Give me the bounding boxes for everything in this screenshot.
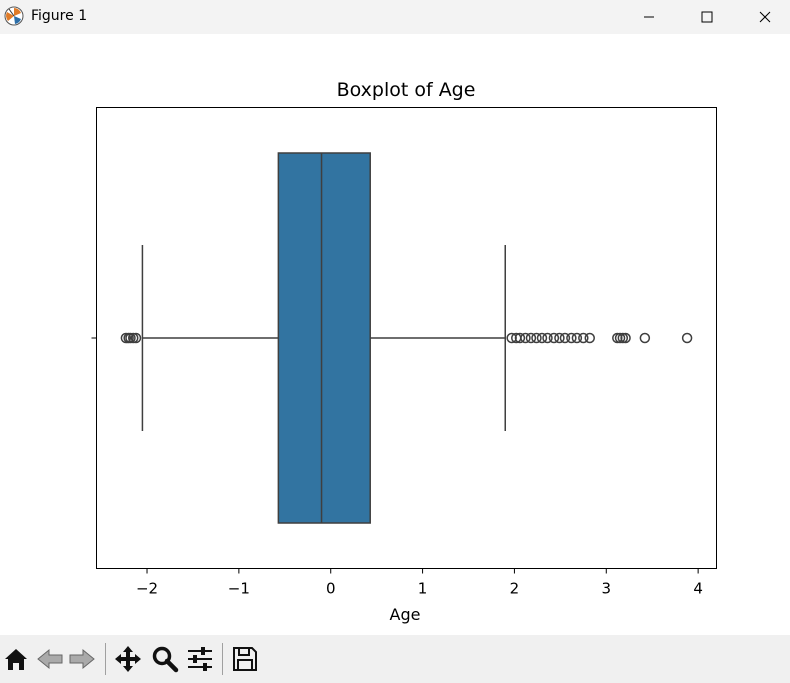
minimize-button[interactable]	[620, 0, 678, 34]
pan-button[interactable]	[114, 645, 142, 673]
iqr-box	[277, 152, 371, 524]
outlier-point	[125, 332, 136, 344]
magnifier-icon	[152, 646, 179, 673]
matplotlib-icon	[4, 6, 24, 26]
x-tick-label: 1	[418, 580, 428, 598]
outlier-point	[681, 332, 693, 344]
close-button[interactable]	[736, 0, 790, 34]
outlier-point	[520, 332, 531, 344]
chart-title: Boxplot of Age	[337, 79, 476, 101]
outlier-point	[639, 332, 651, 344]
outlier-point	[525, 332, 537, 344]
x-axis-label: Age	[390, 605, 421, 624]
outlier-point	[559, 332, 571, 344]
outlier-point	[531, 332, 542, 344]
navigation-toolbar	[0, 635, 790, 683]
outlier-point	[514, 332, 526, 344]
floppy-disk-icon	[233, 647, 257, 671]
boxplot-chart: Boxplot of Age −2 −1 0 1 2 3 4 Age	[91, 79, 717, 624]
outlier-point	[620, 332, 631, 344]
forward-button[interactable]	[68, 645, 96, 673]
back-button[interactable]	[36, 645, 64, 673]
x-tick-label: 0	[326, 580, 336, 598]
outlier-point	[614, 332, 626, 344]
outlier-point	[571, 332, 583, 344]
outlier-point	[130, 332, 142, 344]
home-button[interactable]	[2, 645, 30, 673]
window-title: Figure 1	[31, 8, 88, 24]
outlier-point	[578, 332, 589, 344]
outlier-point	[548, 332, 560, 344]
outlier-point	[127, 332, 139, 344]
outlier-point	[542, 332, 553, 344]
outlier-point	[536, 332, 548, 344]
configure-subplots-button[interactable]	[186, 645, 214, 673]
sliders-icon	[188, 647, 212, 671]
maximize-button[interactable]	[678, 0, 736, 34]
home-icon	[5, 649, 27, 670]
outlier-point	[617, 332, 629, 344]
save-button[interactable]	[231, 645, 259, 673]
x-tick-label: 3	[602, 580, 612, 598]
back-arrow-icon	[37, 648, 63, 670]
x-tick-label: 2	[510, 580, 520, 598]
figure-canvas: Boxplot of Age −2 −1 0 1 2 3 4 Age	[0, 34, 790, 635]
maximize-icon	[701, 11, 713, 23]
x-tick-label: −1	[228, 580, 250, 598]
move-icon	[115, 646, 141, 672]
x-tick-label: 4	[693, 580, 703, 598]
toolbar-separator	[105, 643, 106, 675]
outlier-point	[566, 332, 577, 344]
outlier-point	[584, 332, 595, 344]
outlier-point	[120, 332, 132, 344]
window-titlebar: Figure 1	[0, 0, 790, 34]
toolbar-separator	[222, 643, 223, 675]
minimize-icon	[644, 16, 654, 18]
zoom-button[interactable]	[151, 645, 179, 673]
outlier-point	[554, 332, 565, 344]
close-icon	[759, 11, 771, 23]
x-tick-label: −2	[136, 580, 158, 598]
forward-arrow-icon	[69, 648, 95, 670]
